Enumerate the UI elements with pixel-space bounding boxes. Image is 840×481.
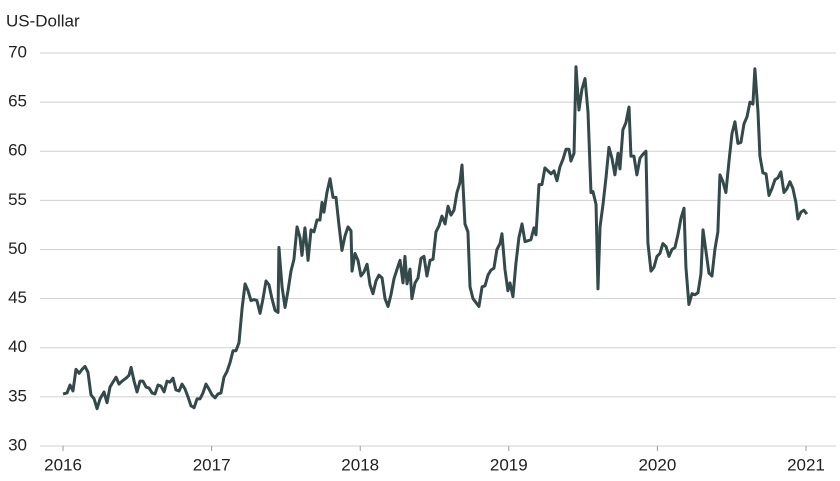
y-tick-label: 35: [8, 386, 27, 405]
y-tick-label: 60: [8, 141, 27, 160]
x-tick-label: 2016: [44, 455, 82, 474]
y-tick-label: 45: [8, 288, 27, 307]
x-tick-label: 2017: [193, 455, 231, 474]
y-tick-label: 65: [8, 92, 27, 111]
y-axis-label: US-Dollar: [6, 11, 80, 30]
y-tick-label: 70: [8, 42, 27, 61]
y-tick-label: 55: [8, 190, 27, 209]
data-line: [62, 65, 809, 411]
y-tick-label: 40: [8, 337, 27, 356]
x-tick-label: 2018: [341, 455, 379, 474]
y-tick-label: 50: [8, 239, 27, 258]
x-tick-label: 2019: [490, 455, 528, 474]
x-tick-label: 2021: [787, 455, 825, 474]
y-tick-label: 30: [8, 435, 27, 454]
x-tick-label: 2020: [638, 455, 676, 474]
